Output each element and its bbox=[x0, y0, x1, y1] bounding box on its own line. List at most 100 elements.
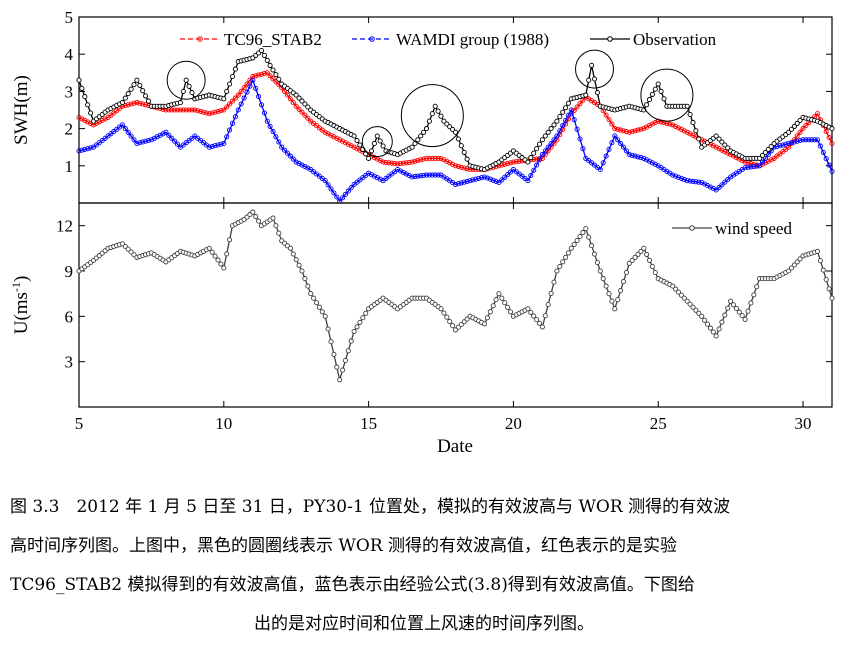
wamdi-group-1988-point bbox=[612, 133, 618, 139]
tc96-stab2-point bbox=[513, 159, 519, 165]
tc96-stab2-point bbox=[299, 109, 305, 115]
wamdi-group-1988-point bbox=[809, 137, 815, 143]
wamdi-group-1988-point bbox=[823, 156, 829, 162]
legend-marker-wamdi bbox=[369, 36, 375, 42]
wind-speed-point bbox=[690, 304, 696, 310]
wind-speed-point bbox=[505, 304, 511, 310]
wamdi-group-1988-point bbox=[131, 137, 137, 143]
wind-speed-point bbox=[565, 250, 571, 256]
wamdi-group-1988-point bbox=[629, 152, 635, 158]
wamdi-group-1988-point bbox=[649, 160, 655, 166]
observation-point bbox=[644, 102, 650, 108]
wind-speed-point bbox=[603, 283, 609, 289]
wamdi-group-1988-point bbox=[490, 177, 496, 183]
wind-speed-point bbox=[684, 298, 690, 304]
wamdi-group-1988-point bbox=[400, 169, 406, 176]
wind-speed-point bbox=[363, 310, 369, 316]
observation-point bbox=[693, 128, 699, 134]
observation-point bbox=[76, 77, 82, 83]
wind-speed-point bbox=[722, 312, 728, 318]
wamdi-group-1988-point bbox=[600, 160, 606, 166]
tc96-stab2-point bbox=[238, 88, 244, 94]
wind-speed-point bbox=[218, 261, 224, 267]
tc96-stab2-point bbox=[612, 126, 618, 132]
observation-point bbox=[788, 126, 795, 132]
wind-speed-point bbox=[786, 268, 792, 274]
wind-speed-point bbox=[606, 291, 612, 297]
wind-speed-point bbox=[560, 259, 566, 265]
wind-speed-point bbox=[444, 314, 450, 320]
wamdi-group-1988-point bbox=[759, 159, 766, 165]
observation-point bbox=[82, 94, 88, 100]
wind-speed-point bbox=[620, 279, 627, 285]
wamdi-group-1988-point bbox=[163, 129, 169, 135]
wamdi-group-1988-point bbox=[507, 169, 514, 175]
wind-speed-point bbox=[788, 265, 795, 271]
tc96-stab2-point bbox=[675, 125, 682, 131]
wamdi-group-1988-point bbox=[206, 144, 212, 150]
observation-point bbox=[296, 95, 302, 101]
tc96-stab2-point bbox=[450, 161, 456, 167]
wamdi-group-1988-point bbox=[137, 140, 143, 146]
wind-speed-point bbox=[742, 316, 748, 322]
wamdi-group-1988-point bbox=[788, 140, 795, 146]
tc96-stab2-point bbox=[803, 123, 809, 129]
wind-speed-point bbox=[693, 307, 699, 313]
observation-point bbox=[351, 133, 357, 139]
x-tick-label: 10 bbox=[215, 414, 232, 433]
tc96-stab2-point bbox=[267, 73, 273, 79]
wamdi-group-1988-point bbox=[415, 173, 421, 179]
tc96-stab2-point bbox=[102, 116, 108, 122]
tc96-stab2-point bbox=[441, 157, 447, 163]
tc96-stab2-point bbox=[172, 107, 178, 113]
wind-speed-point bbox=[713, 333, 719, 339]
observation-point bbox=[696, 136, 702, 142]
tc96-stab2-point bbox=[655, 118, 661, 124]
tc96-stab2-point bbox=[342, 140, 348, 146]
wamdi-group-1988-point bbox=[539, 152, 545, 158]
tc96-stab2-point bbox=[256, 72, 262, 78]
observation-point bbox=[186, 83, 192, 89]
wamdi-group-1988-point bbox=[238, 101, 244, 107]
observation-point bbox=[293, 92, 299, 98]
wind-speed-point bbox=[716, 326, 722, 332]
wind-speed-point bbox=[542, 313, 548, 319]
observation-point bbox=[276, 76, 282, 82]
wind-speed-point bbox=[290, 251, 296, 257]
tc96-stab2-point bbox=[189, 107, 195, 113]
observation-point bbox=[134, 77, 140, 83]
tc96-stab2-point bbox=[186, 107, 192, 113]
tc96-stab2-point bbox=[241, 85, 247, 91]
observation-point bbox=[545, 129, 551, 135]
wamdi-group-1988-point bbox=[710, 185, 716, 192]
observation-point bbox=[264, 57, 270, 63]
observation-point bbox=[762, 149, 768, 155]
tc96-stab2-point bbox=[200, 109, 207, 115]
wamdi-group-1988-point bbox=[282, 147, 288, 153]
observation-point bbox=[455, 136, 461, 142]
tc96-stab2-point bbox=[177, 107, 183, 113]
observation-point bbox=[145, 98, 152, 104]
wind-y-axis-label-prefix: U(ms bbox=[11, 292, 32, 334]
wamdi-group-1988-point bbox=[481, 174, 488, 180]
observation-point bbox=[438, 113, 444, 119]
wind-speed-point bbox=[334, 364, 340, 370]
wamdi-group-1988-point bbox=[157, 132, 163, 138]
tc96-stab2-point bbox=[270, 76, 276, 82]
wamdi-group-1988-point bbox=[762, 155, 768, 161]
wind-speed-point bbox=[635, 251, 641, 257]
observation-point bbox=[368, 148, 375, 154]
tc96-stab2-point bbox=[418, 157, 424, 163]
tc96-stab2-point bbox=[261, 70, 267, 77]
tc96-stab2-point bbox=[678, 126, 684, 132]
wamdi-group-1988-point bbox=[806, 137, 812, 143]
wamdi-group-1988-point bbox=[702, 181, 708, 187]
wamdi-group-1988-point bbox=[276, 139, 282, 145]
wind-speed-point bbox=[699, 313, 705, 319]
wamdi-group-1988-point bbox=[719, 182, 725, 188]
tc96-stab2-point bbox=[618, 127, 624, 133]
wamdi-group-1988-point bbox=[403, 171, 409, 177]
observation-point bbox=[551, 122, 557, 128]
x-tick-label: 25 bbox=[650, 414, 667, 433]
wind-speed-point bbox=[673, 286, 679, 292]
